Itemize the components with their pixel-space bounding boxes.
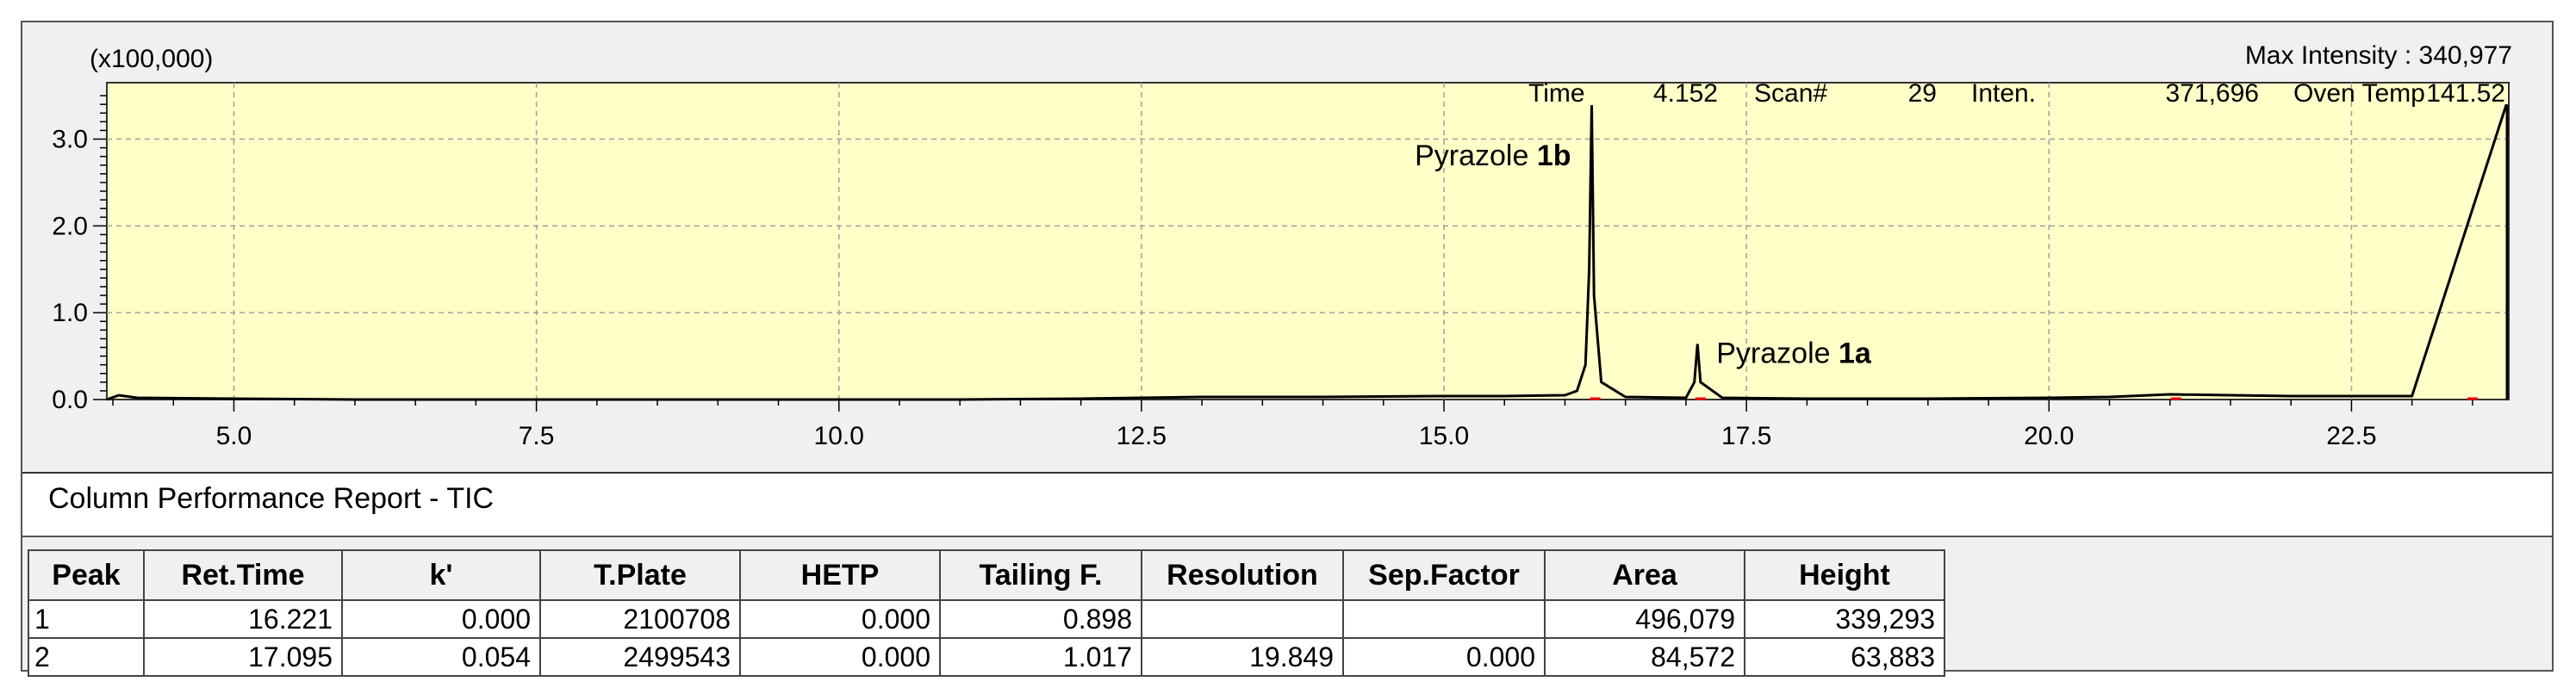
table-cell <box>1141 599 1344 639</box>
plot-background <box>106 82 2510 400</box>
table-cell: 2 <box>28 637 145 677</box>
table-cell: 0.000 <box>739 637 941 677</box>
report-title-bar: Column Performance Report - TIC <box>22 472 2552 536</box>
table-cell: 17.095 <box>143 637 343 677</box>
chromatogram-svg[interactable]: 0.0 1.0 2.0 3.0 5.0 7.5 10.0 12.5 15.0 17.5 20.0 22… <box>22 22 2552 472</box>
y-tick-label: 3.0 <box>52 126 88 154</box>
readout-scan-label: Scan# <box>1754 79 1827 108</box>
y-multiplier-label: (x100,000) <box>90 45 213 73</box>
table-row[interactable]: 1 16.221 0.000 2100708 0.000 0.898 496,0… <box>28 599 1945 639</box>
table-cell: 496,079 <box>1544 599 1745 639</box>
report-title: Column Performance Report - TIC <box>48 482 495 515</box>
x-tick-label: 17.5 <box>1721 422 1771 450</box>
x-tick-label: 7.5 <box>519 422 555 450</box>
table-cell: 0.000 <box>1342 637 1546 677</box>
table-cell: 19.849 <box>1141 637 1344 677</box>
max-intensity-label: Max Intensity : 340,977 <box>2245 41 2512 70</box>
table-cell: 1.017 <box>939 637 1142 677</box>
column-header-tailing-f[interactable]: Tailing F. <box>939 549 1142 601</box>
column-header-ret-time[interactable]: Ret.Time <box>143 549 343 601</box>
readout-oven-value: 141.52 <box>2426 79 2505 108</box>
x-tick-label: 22.5 <box>2326 422 2376 450</box>
report-table-area: Peak Ret.Time k' T.Plate HETP Tailing F.… <box>22 536 2552 677</box>
peak-annotation-prefix: Pyrazole <box>1415 139 1537 172</box>
readout-inten-value: 371,696 <box>2166 79 2259 108</box>
readout-oven-label: Oven Temp <box>2293 79 2425 108</box>
y-tick-label: 1.0 <box>52 299 88 327</box>
x-tick-label: 10.0 <box>814 422 864 450</box>
column-header-height[interactable]: Height <box>1744 549 1945 601</box>
x-tick-label: 20.0 <box>2024 422 2074 450</box>
table-cell: 0.000 <box>341 599 541 639</box>
readout-time-label: Time <box>1528 79 1585 108</box>
table-cell: 0.898 <box>939 599 1142 639</box>
column-header-resolution[interactable]: Resolution <box>1141 549 1344 601</box>
chromatogram-window: 0.0 1.0 2.0 3.0 5.0 7.5 10.0 12.5 15.0 17.5 20.0 22… <box>21 21 2554 677</box>
column-performance-table[interactable]: Peak Ret.Time k' T.Plate HETP Tailing F.… <box>28 549 1945 677</box>
table-cell: 63,883 <box>1744 637 1945 677</box>
peak-annotation: Pyrazole 1a <box>1716 337 1872 369</box>
column-header-hetp[interactable]: HETP <box>739 549 941 601</box>
table-cell: 16.221 <box>143 599 343 639</box>
table-header-row: Peak Ret.Time k' T.Plate HETP Tailing F.… <box>28 549 1945 601</box>
column-header-peak[interactable]: Peak <box>28 549 145 601</box>
x-tick-label: 12.5 <box>1117 422 1167 450</box>
table-cell: 84,572 <box>1544 637 1745 677</box>
table-cell: 0.054 <box>341 637 541 677</box>
readout-time-value: 4.152 <box>1653 79 1718 108</box>
peak-annotation: Pyrazole 1b <box>1415 139 1571 172</box>
y-tick-label: 2.0 <box>52 212 88 240</box>
column-header-k-prime[interactable]: k' <box>341 549 541 601</box>
column-header-t-plate[interactable]: T.Plate <box>539 549 741 601</box>
peak-annotation-compound-id: 1b <box>1537 139 1571 172</box>
readout-inten-label: Inten. <box>1971 79 2036 108</box>
table-cell: 2499543 <box>539 637 741 677</box>
table-cell: 0.000 <box>739 599 941 639</box>
table-cell <box>1342 599 1546 639</box>
peak-annotation-compound-id: 1a <box>1839 337 1872 369</box>
readout-scan-value: 29 <box>1908 79 1937 108</box>
column-header-area[interactable]: Area <box>1544 549 1745 601</box>
table-row[interactable]: 2 17.095 0.054 2499543 0.000 1.017 19.84… <box>28 637 1945 677</box>
table-cell: 1 <box>28 599 145 639</box>
peak-annotation-prefix: Pyrazole <box>1716 337 1839 369</box>
chromatogram-chart[interactable]: 0.0 1.0 2.0 3.0 5.0 7.5 10.0 12.5 15.0 17.5 20.0 22… <box>22 22 2552 472</box>
table-cell: 339,293 <box>1744 599 1945 639</box>
table-cell: 2100708 <box>539 599 741 639</box>
column-header-sep-factor[interactable]: Sep.Factor <box>1342 549 1546 601</box>
y-tick-label: 0.0 <box>52 386 88 414</box>
x-tick-label: 15.0 <box>1419 422 1469 450</box>
chromatogram-trace <box>106 103 2508 401</box>
x-tick-label: 5.0 <box>216 422 252 450</box>
